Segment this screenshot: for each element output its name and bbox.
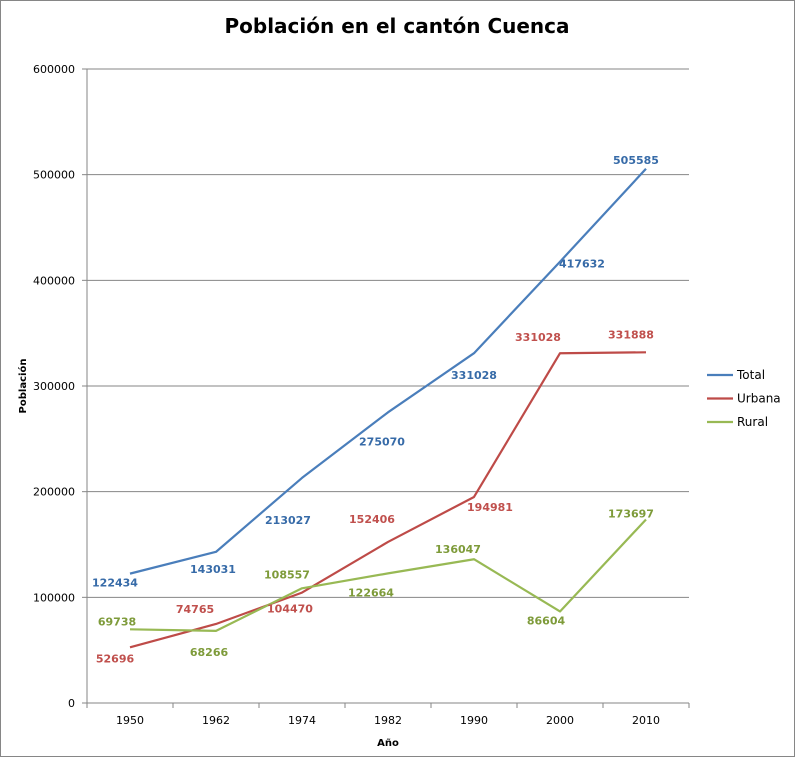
x-tick-label: 1982 — [374, 714, 402, 727]
data-label: 152406 — [349, 513, 395, 526]
x-tick-label: 1950 — [116, 714, 144, 727]
y-axis-label: Población — [17, 359, 29, 414]
data-label: 331028 — [451, 369, 497, 382]
series-line-urbana — [129, 351, 647, 649]
x-tick-label: 1974 — [288, 714, 316, 727]
series-line-rural — [129, 518, 647, 632]
gridlines — [82, 68, 690, 708]
x-tick-label: 2000 — [546, 714, 574, 727]
y-tick-label: 0 — [68, 697, 75, 710]
data-label: 68266 — [190, 646, 229, 659]
data-label: 74765 — [176, 603, 214, 616]
data-label: 136047 — [435, 543, 481, 556]
data-label: 194981 — [467, 501, 513, 514]
y-tick-label: 600000 — [33, 63, 75, 76]
x-axis-label: Año — [377, 738, 399, 749]
y-tick-label: 200000 — [33, 486, 75, 499]
data-label: 505585 — [613, 154, 659, 167]
x-tick-label: 1990 — [460, 714, 488, 727]
data-label: 275070 — [359, 435, 405, 448]
data-label: 69738 — [98, 615, 136, 628]
data-label: 417632 — [559, 258, 605, 271]
data-label: 173697 — [608, 507, 654, 520]
legend-label-urbana: Urbana — [737, 392, 781, 406]
legend-label-rural: Rural — [737, 415, 768, 429]
data-label: 143031 — [190, 563, 236, 576]
data-label: 122434 — [92, 577, 138, 590]
data-label: 52696 — [96, 652, 135, 665]
y-tick-label: 300000 — [33, 380, 75, 393]
series-lines — [129, 168, 647, 649]
data-label: 108557 — [264, 568, 310, 581]
legend: Total Urbana Rural — [707, 368, 781, 429]
legend-label-total: Total — [736, 368, 765, 382]
x-tick-label: 1962 — [202, 714, 230, 727]
data-label: 86604 — [527, 614, 566, 627]
x-tick-label: 2010 — [632, 714, 660, 727]
data-label: 122664 — [348, 586, 394, 599]
y-tick-label: 100000 — [33, 591, 75, 604]
data-labels: 122434 143031 213027 275070 331028 417632 5055… — [92, 154, 659, 666]
data-label: 331888 — [608, 328, 654, 341]
x-axis-ticks: 1950 1962 1974 1982 1990 2000 2010 — [116, 714, 660, 727]
data-label: 331028 — [515, 331, 561, 344]
y-tick-label: 500000 — [33, 169, 75, 182]
y-axis-ticks: 0 100000 200000 300000 400000 500000 600000 — [33, 63, 75, 710]
y-tick-label: 400000 — [33, 274, 75, 287]
series-line-total — [129, 168, 647, 575]
data-label: 213027 — [265, 514, 311, 527]
data-label: 104470 — [267, 603, 313, 616]
chart-title: Población en el cantón Cuenca — [224, 14, 569, 38]
